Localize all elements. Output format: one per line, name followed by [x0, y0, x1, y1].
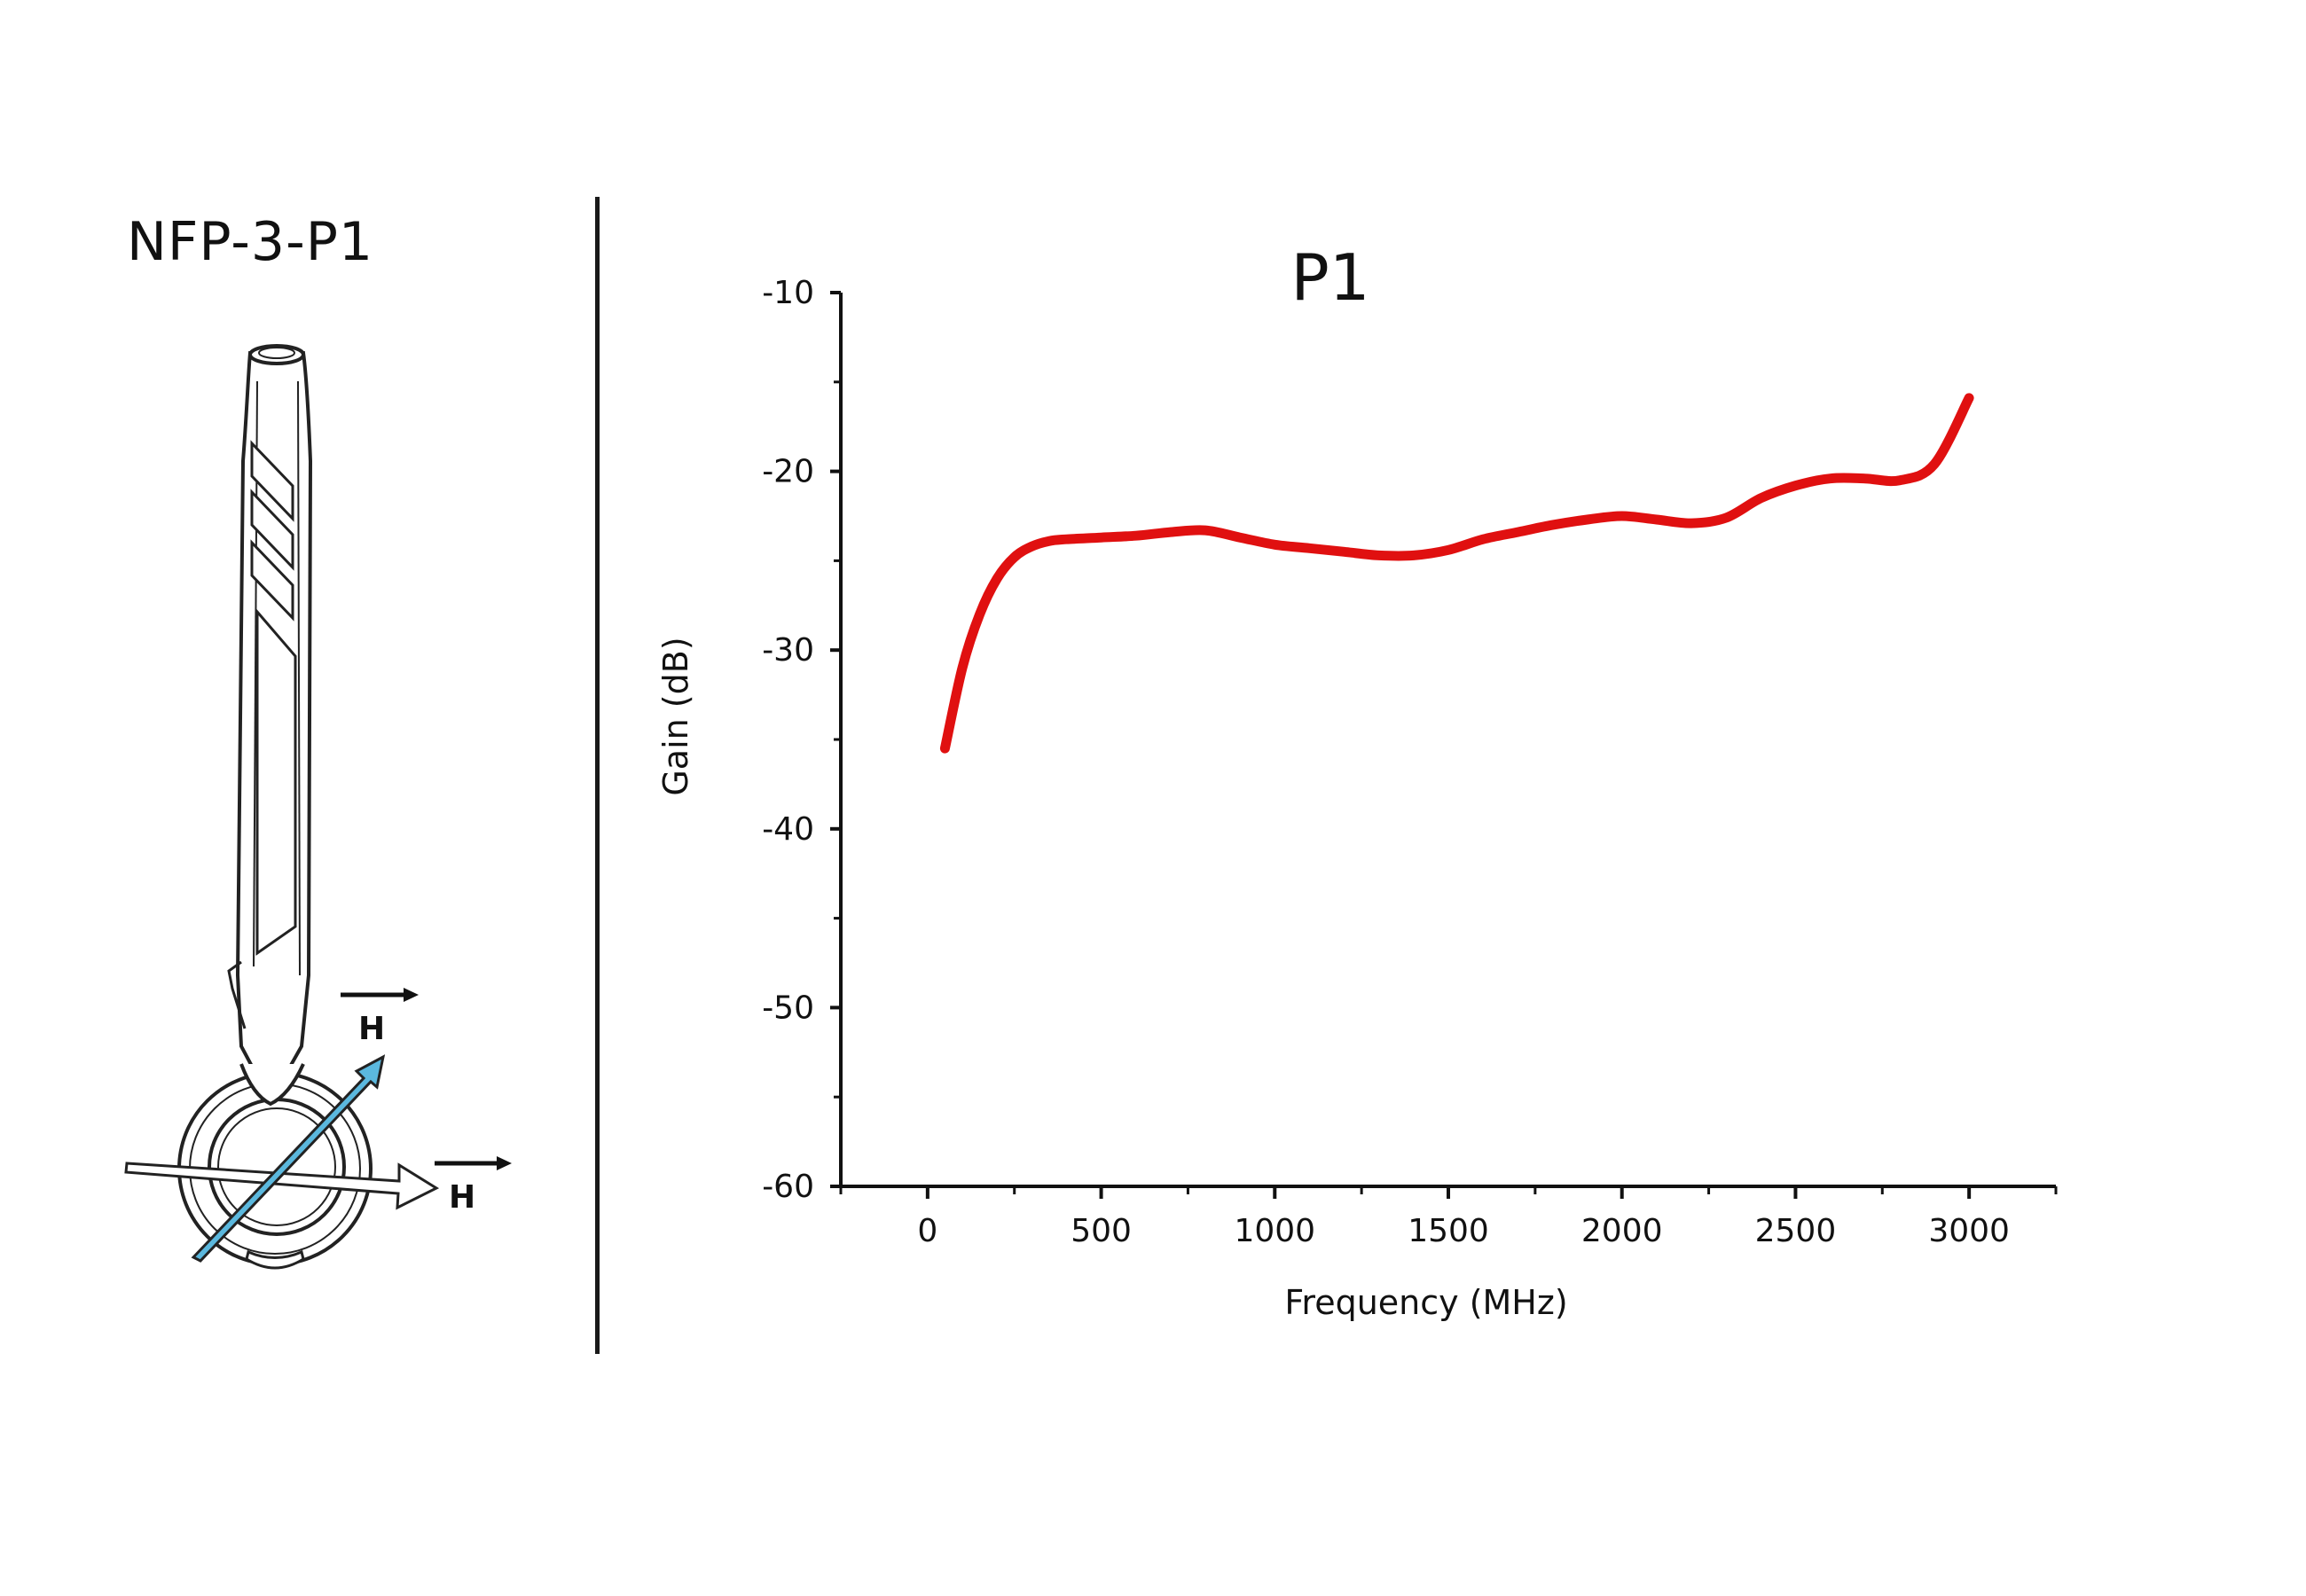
horizontal-field-arrow: [124, 1162, 440, 1210]
h-label-top: H: [358, 1011, 385, 1047]
y-tick-label: -40: [762, 811, 814, 848]
probe-cap-inner: [258, 347, 295, 359]
probe-loop-inner2: [217, 1107, 336, 1226]
x-tick-label: 1000: [1234, 1213, 1315, 1249]
chart-axes: [839, 293, 2056, 1188]
chart-title: P1: [1290, 240, 1369, 315]
chart-ticks: -10 -20 -30 -40 -50 -60 0 500 1000 1500 2000 2500 30…: [762, 275, 2058, 1249]
x-tick-label: 500: [1071, 1213, 1132, 1249]
h-vector-top: H: [341, 988, 419, 1047]
diagonal-field-arrow: [191, 1054, 386, 1263]
probe-notch: [227, 960, 247, 1029]
x-tick-label: 2500: [1755, 1213, 1837, 1249]
h-vector-bottom: H: [435, 1156, 512, 1216]
x-tick-label: 2000: [1581, 1213, 1663, 1249]
y-tick-label: -20: [762, 454, 814, 490]
y-tick-label: -30: [762, 632, 814, 669]
probe-illustration: H H: [124, 344, 512, 1270]
y-axis-label: Gain (dB): [656, 637, 695, 795]
x-tick-label: 0: [917, 1213, 937, 1249]
panel-divider: [595, 197, 600, 1354]
grip-slot-3: [250, 539, 294, 622]
probe-title: NFP-3-P1: [127, 211, 374, 273]
x-tick-label: 3000: [1928, 1213, 2010, 1249]
probe-neck: [239, 1063, 305, 1107]
chart-series: [939, 393, 1974, 754]
probe-bottom-tab: [245, 1249, 305, 1270]
x-tick-label: 1500: [1408, 1213, 1489, 1249]
probe-side-line-2: [297, 380, 301, 976]
y-tick-label: -50: [762, 990, 814, 1026]
grip-slot-1: [250, 440, 294, 522]
y-tick-label: -10: [762, 275, 814, 311]
grip-slot-2: [250, 489, 294, 571]
x-axis-label: Frequency (MHz): [1284, 1283, 1567, 1322]
h-label-bottom: H: [449, 1179, 475, 1216]
grip-slot-long: [255, 607, 297, 956]
gain-series-line: [939, 393, 1974, 754]
y-tick-label: -60: [762, 1169, 814, 1205]
